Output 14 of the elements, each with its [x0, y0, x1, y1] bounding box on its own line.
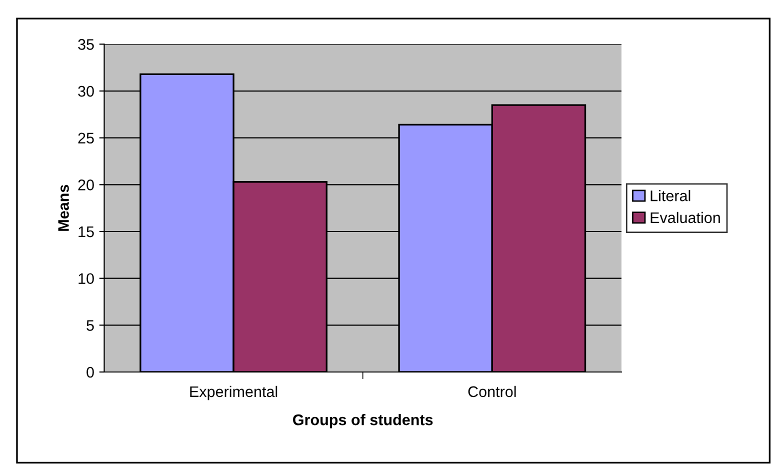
- legend-label: Literal: [650, 190, 690, 202]
- y-tick-label: 5: [86, 320, 94, 331]
- x-axis-title: Groups of students: [293, 414, 433, 428]
- x-tick-label: Control: [468, 386, 516, 398]
- y-axis-title: Means: [58, 184, 69, 231]
- legend-label: Evaluation: [650, 212, 720, 224]
- x-tick-label: Experimental: [190, 386, 278, 400]
- y-tick-label: 30: [78, 86, 94, 97]
- y-tick-label: 35: [78, 39, 94, 50]
- y-tick-label: 20: [78, 180, 94, 190]
- y-tick-label: 0: [86, 366, 94, 378]
- y-tick-label: 15: [78, 226, 94, 238]
- y-tick-label: 10: [78, 273, 94, 284]
- y-tick-label: 25: [78, 132, 94, 144]
